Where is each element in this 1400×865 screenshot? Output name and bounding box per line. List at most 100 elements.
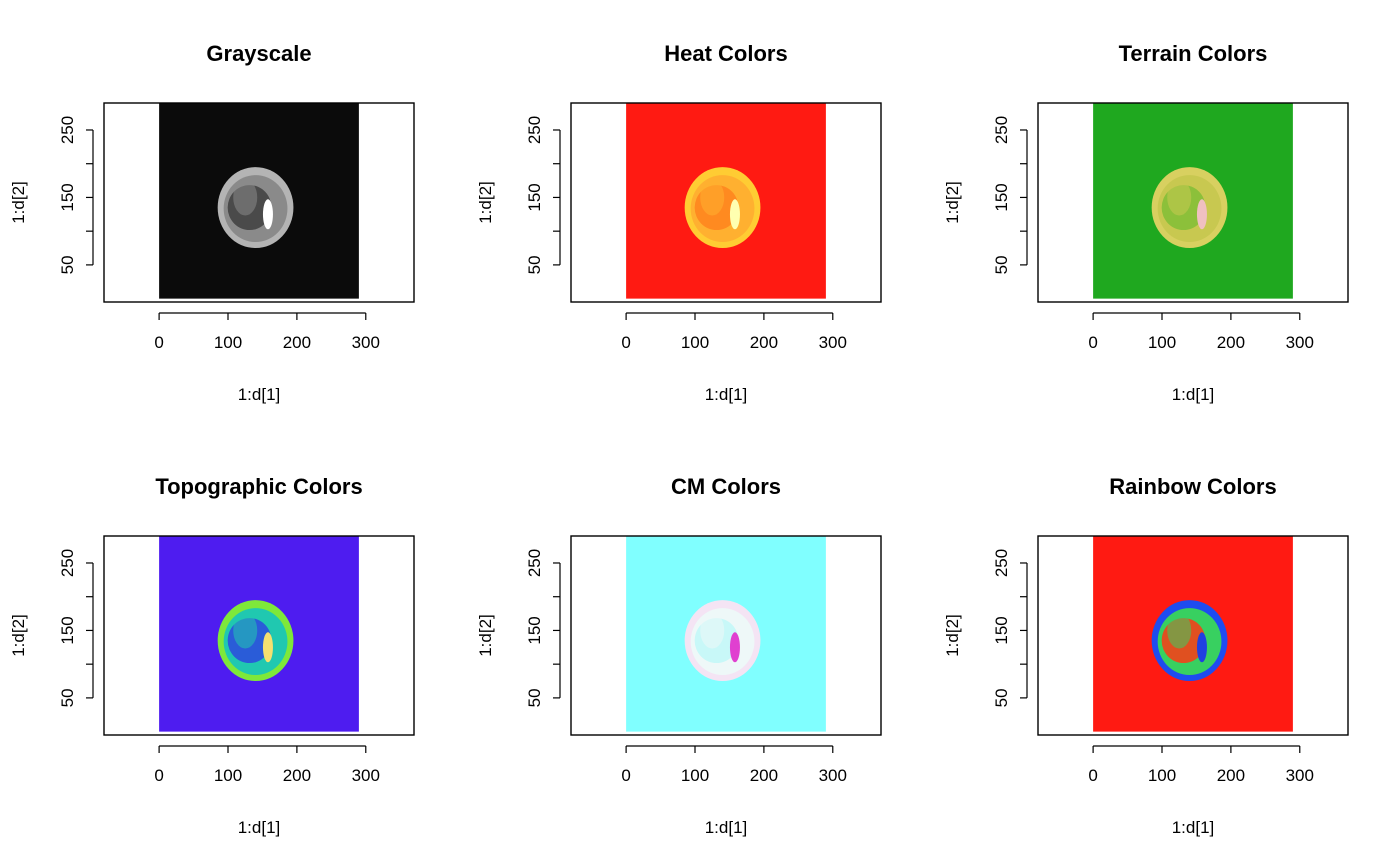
- panel-4-title: Topographic Colors: [155, 474, 362, 499]
- panel-6-y-tick-label-150: 150: [992, 616, 1011, 644]
- panel-2-x-tick-label-200: 200: [750, 333, 778, 352]
- panel-2-y-tick-label-150: 150: [525, 183, 544, 211]
- panel-1-x-tick-label-100: 100: [214, 333, 242, 352]
- panel-2-frame: [570, 102, 882, 303]
- panel-2-brain-detail: [700, 179, 725, 216]
- panel-4-y-axis: 50 150 250: [58, 549, 94, 707]
- panel-3-y-tick-label-50: 50: [992, 255, 1011, 274]
- panel-6-x-tick-label-0: 0: [1088, 766, 1097, 785]
- panel-2-x-tick-label-100: 100: [681, 333, 709, 352]
- panel-4-brain-detail: [233, 612, 258, 649]
- panel-4: 0 100 200 300 50 150 250 1:d[1] 1:d[2] Topographi…: [9, 474, 415, 837]
- panel-3-x-tick-label-300: 300: [1286, 333, 1314, 352]
- panel-5: 0 100 200 300 50 150 250 1:d[1] 1:d[2] CM Colors: [476, 474, 882, 837]
- panel-4-x-tick-label-0: 0: [154, 766, 163, 785]
- panel-4-x-tick-label-200: 200: [283, 766, 311, 785]
- panel-5-frame: [570, 535, 882, 736]
- panel-5-image: [626, 536, 826, 732]
- panel-6-x-tick-label-200: 200: [1217, 766, 1245, 785]
- panel-6: 0 100 200 300 50 150 250 1:d[1] 1:d[2] Rainbow Co…: [943, 474, 1349, 837]
- panel-6-y-tick-label-50: 50: [992, 688, 1011, 707]
- panel-2-x-tick-label-300: 300: [819, 333, 847, 352]
- panel-1-y-axis: 50 150 250: [58, 116, 94, 274]
- panel-4-brain-hotspot: [262, 632, 273, 663]
- panel-2-image: [626, 103, 826, 299]
- panel-6-title: Rainbow Colors: [1109, 474, 1276, 499]
- panel-6-y-axis-label: 1:d[2]: [943, 614, 962, 657]
- panel-5-title: CM Colors: [671, 474, 781, 499]
- panel-4-x-axis: 0 100 200 300: [154, 745, 380, 785]
- panel-1-frame: [103, 102, 415, 303]
- panel-6-x-axis: 0 100 200 300: [1088, 745, 1314, 785]
- panel-5-x-axis: 0 100 200 300: [621, 745, 847, 785]
- panel-1-y-tick-label-250: 250: [58, 116, 77, 144]
- panel-1: 0 100 200 300 50 150 250 1:d[1] 1:d[2] Grayscale: [9, 41, 415, 404]
- panel-1-x-axis-label: 1:d[1]: [238, 385, 281, 404]
- panel-2-y-tick-label-250: 250: [525, 116, 544, 144]
- panel-6-frame: [1037, 535, 1349, 736]
- panel-4-image: [159, 536, 359, 732]
- panel-6-y-axis: 50 150 250: [992, 549, 1028, 707]
- panel-6-y-tick-label-250: 250: [992, 549, 1011, 577]
- panel-3-brain-hotspot: [1196, 199, 1207, 230]
- panel-1-brain-detail: [233, 179, 258, 216]
- panel-6-image: [1093, 536, 1293, 732]
- panel-5-x-axis-label: 1:d[1]: [705, 818, 748, 837]
- panel-6-x-tick-label-300: 300: [1286, 766, 1314, 785]
- panel-1-image: [159, 103, 359, 299]
- panel-3: 0 100 200 300 50 150 250 1:d[1] 1:d[2] Terrain Co…: [943, 41, 1349, 404]
- panel-4-x-tick-label-300: 300: [352, 766, 380, 785]
- panel-4-frame: [103, 535, 415, 736]
- panel-3-frame: [1037, 102, 1349, 303]
- panel-1-x-tick-label-300: 300: [352, 333, 380, 352]
- panel-3-image: [1093, 103, 1293, 299]
- panel-3-y-tick-label-150: 150: [992, 183, 1011, 211]
- panel-5-y-axis: 50 150 250: [525, 549, 561, 707]
- panel-2-title: Heat Colors: [664, 41, 787, 66]
- panel-1-y-axis-label: 1:d[2]: [9, 181, 28, 224]
- panel-3-title: Terrain Colors: [1119, 41, 1268, 66]
- panel-2-brain-hotspot: [729, 199, 740, 230]
- panel-2-x-axis-label: 1:d[1]: [705, 385, 748, 404]
- panel-4-y-tick-label-50: 50: [58, 688, 77, 707]
- panel-6-x-tick-label-100: 100: [1148, 766, 1176, 785]
- panel-1-y-tick-label-50: 50: [58, 255, 77, 274]
- panel-4-x-tick-label-100: 100: [214, 766, 242, 785]
- panel-4-x-axis-label: 1:d[1]: [238, 818, 281, 837]
- panel-5-x-tick-label-300: 300: [819, 766, 847, 785]
- panel-2-y-axis: 50 150 250: [525, 116, 561, 274]
- panel-5-y-axis-label: 1:d[2]: [476, 614, 495, 657]
- panel-4-y-tick-label-250: 250: [58, 549, 77, 577]
- panel-1-x-tick-label-200: 200: [283, 333, 311, 352]
- panel-1-brain-hotspot: [262, 199, 273, 230]
- panel-5-brain-hotspot: [729, 632, 740, 663]
- panel-2-x-axis: 0 100 200 300: [621, 312, 847, 352]
- panel-5-y-tick-label-250: 250: [525, 549, 544, 577]
- panel-3-brain-detail: [1167, 179, 1192, 216]
- panel-3-y-axis: 50 150 250: [992, 116, 1028, 274]
- panel-6-x-axis-label: 1:d[1]: [1172, 818, 1215, 837]
- panel-3-x-tick-label-100: 100: [1148, 333, 1176, 352]
- panel-5-y-tick-label-150: 150: [525, 616, 544, 644]
- panel-5-x-tick-label-0: 0: [621, 766, 630, 785]
- panel-3-y-axis-label: 1:d[2]: [943, 181, 962, 224]
- panel-2-y-axis-label: 1:d[2]: [476, 181, 495, 224]
- panel-2-x-tick-label-0: 0: [621, 333, 630, 352]
- panel-3-x-tick-label-0: 0: [1088, 333, 1097, 352]
- panel-4-y-axis-label: 1:d[2]: [9, 614, 28, 657]
- panel-1-x-tick-label-0: 0: [154, 333, 163, 352]
- panel-3-x-tick-label-200: 200: [1217, 333, 1245, 352]
- panel-3-x-axis: 0 100 200 300: [1088, 312, 1314, 352]
- panel-6-brain-detail: [1167, 612, 1192, 649]
- panel-1-y-tick-label-150: 150: [58, 183, 77, 211]
- panel-4-y-tick-label-150: 150: [58, 616, 77, 644]
- panel-5-brain-detail: [700, 612, 725, 649]
- panel-5-y-tick-label-50: 50: [525, 688, 544, 707]
- panel-2-y-tick-label-50: 50: [525, 255, 544, 274]
- panel-6-brain-hotspot: [1196, 632, 1207, 663]
- panel-1-title: Grayscale: [206, 41, 311, 66]
- panel-3-y-tick-label-250: 250: [992, 116, 1011, 144]
- panel-2: 0 100 200 300 50 150 250 1:d[1] 1:d[2] Heat Color…: [476, 41, 882, 404]
- panel-1-x-axis: 0 100 200 300: [154, 312, 380, 352]
